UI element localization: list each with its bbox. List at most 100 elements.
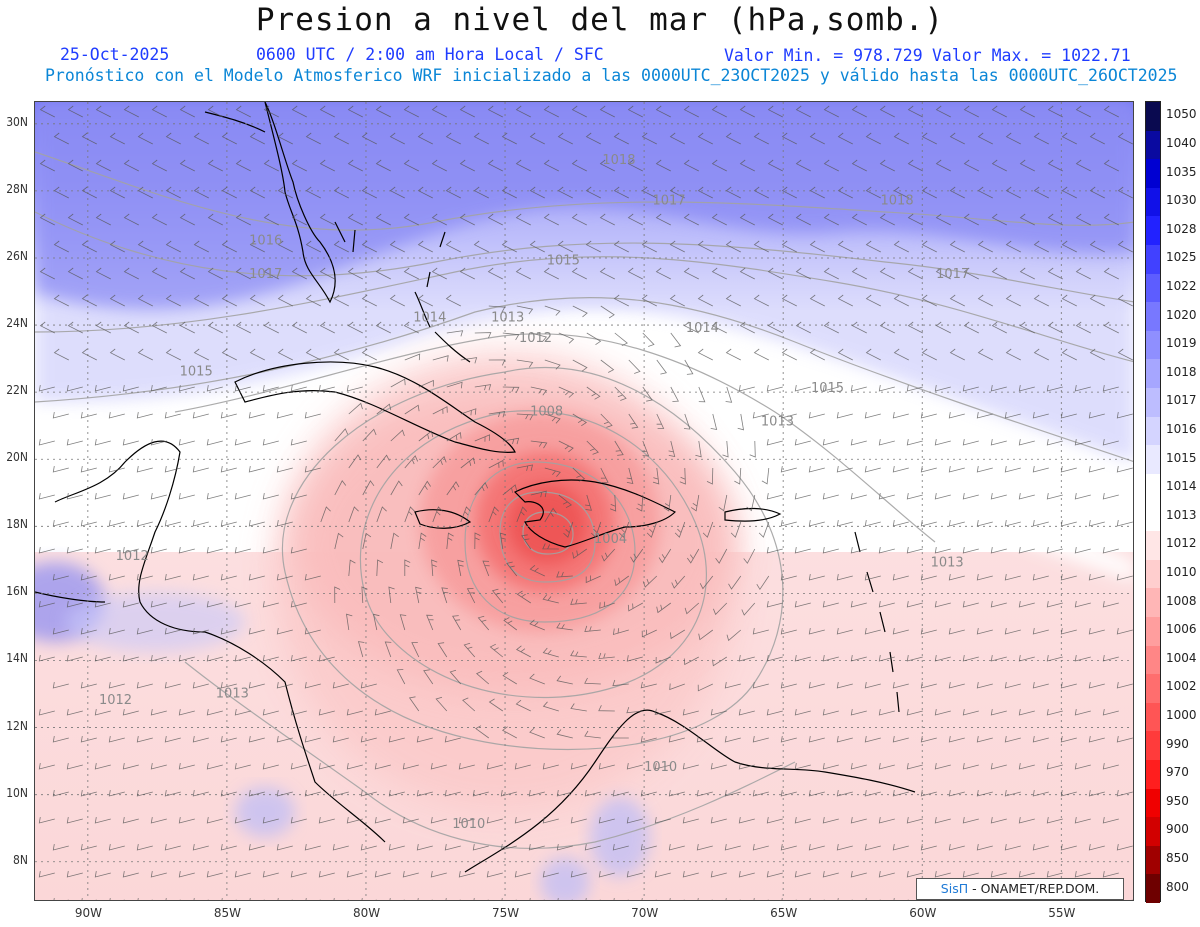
wind-barb <box>39 321 55 334</box>
wind-barb <box>346 817 363 824</box>
contour-label: 1004 <box>594 532 627 547</box>
wind-barb <box>416 844 433 851</box>
wind-barb <box>808 520 825 527</box>
colorbar-label: 1002 <box>1166 679 1197 694</box>
wind-barb <box>415 586 422 604</box>
wind-barb <box>94 439 111 446</box>
wind-barb <box>137 240 153 253</box>
wind-barb <box>164 412 181 419</box>
wind-barb <box>808 574 825 581</box>
wind-barb <box>80 628 97 635</box>
wind-barb <box>178 871 195 878</box>
wind-barb <box>206 763 223 770</box>
wind-barb <box>809 240 825 253</box>
colorbar-label: 1012 <box>1166 536 1197 551</box>
contour-label: 1010 <box>644 760 677 775</box>
wind-barb <box>290 763 307 770</box>
wind-barb <box>108 736 125 743</box>
wind-barb <box>491 588 504 604</box>
wind-barb <box>794 763 811 770</box>
contour-label: 1012 <box>116 549 149 564</box>
wind-barb <box>529 564 545 577</box>
wind-barb <box>850 547 867 554</box>
wind-barb <box>669 240 685 253</box>
wind-barb <box>446 381 463 389</box>
wind-barb <box>277 132 293 145</box>
wind-barb <box>743 548 756 564</box>
wind-barb <box>766 493 783 500</box>
wind-barb <box>248 574 265 581</box>
wind-barb <box>52 412 69 419</box>
wind-barb <box>864 412 881 419</box>
wind-barb <box>850 385 867 392</box>
wind-barb <box>304 844 321 851</box>
wind-barb <box>599 213 615 226</box>
wind-barb <box>193 240 209 253</box>
wind-barb <box>431 105 447 118</box>
wind-barb <box>178 439 195 446</box>
wind-barb <box>458 763 475 770</box>
wind-barb <box>654 871 671 878</box>
wind-barb <box>836 682 853 689</box>
wind-barb <box>430 763 447 770</box>
wind-barb <box>879 159 895 172</box>
wind-barb <box>892 736 909 743</box>
wind-barb <box>305 132 321 145</box>
forecast-date: 25-Oct-2025 <box>60 45 170 64</box>
wind-barb <box>318 655 335 662</box>
wind-barb <box>305 240 321 253</box>
lat-label: 10N <box>6 785 28 800</box>
wind-barb <box>851 267 867 280</box>
wind-barb <box>948 844 965 851</box>
wind-barb <box>724 736 741 743</box>
wind-barb <box>963 267 979 280</box>
wind-barb <box>402 763 419 770</box>
wind-barbs <box>38 105 1133 900</box>
lat-label: 28N <box>6 181 28 196</box>
wind-barb <box>220 682 237 689</box>
wind-barb <box>556 729 573 739</box>
wind-barb <box>1074 385 1091 392</box>
wind-barb <box>686 548 700 564</box>
wind-barb <box>711 159 727 172</box>
wind-barb <box>728 575 742 590</box>
colorbar-segment <box>1146 731 1160 761</box>
wind-barb <box>52 466 69 473</box>
wind-barb <box>1060 736 1077 743</box>
wind-barb <box>1005 132 1021 145</box>
wind-barb <box>920 466 937 473</box>
wind-barb <box>865 240 881 253</box>
wind-barb <box>613 240 629 253</box>
wind-barb <box>710 763 727 770</box>
wind-barb <box>710 709 727 716</box>
wind-barb <box>362 428 377 442</box>
wind-barb <box>963 213 979 226</box>
wind-barb <box>389 132 405 145</box>
wind-barb <box>758 521 770 538</box>
wind-barb <box>234 601 251 608</box>
wind-barb <box>823 321 839 334</box>
wind-barb <box>767 321 783 334</box>
wind-barb <box>1004 736 1021 743</box>
wind-barb <box>333 240 349 253</box>
wind-barb <box>1088 628 1105 635</box>
wind-barb <box>80 682 97 689</box>
wind-barb <box>949 186 965 199</box>
wind-barb <box>375 213 391 226</box>
wind-barb <box>1060 412 1077 419</box>
wind-barb <box>347 159 363 172</box>
wind-barb <box>375 105 391 118</box>
wind-barb <box>234 493 251 500</box>
wind-barb <box>389 240 405 253</box>
wind-barb <box>780 412 797 419</box>
wind-barb <box>948 574 965 581</box>
wind-barb <box>66 493 83 500</box>
wind-barb <box>179 267 195 280</box>
wind-barb <box>722 440 729 458</box>
forecast-info: Pronóstico con el Modelo Atmosferico WRF… <box>45 66 1178 85</box>
credit-box: SisΠ - ONAMET/REP.DOM. <box>916 878 1124 900</box>
wind-barb <box>766 817 783 824</box>
wind-barb <box>626 763 643 770</box>
wind-barb <box>711 105 727 118</box>
wind-barb <box>934 547 951 554</box>
